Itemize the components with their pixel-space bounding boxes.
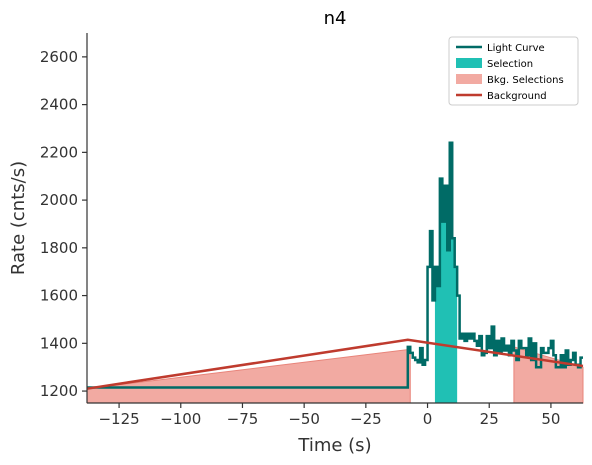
legend-bkg-selections-swatch	[456, 74, 482, 84]
y-axis-label: Rate (cnts/s)	[8, 161, 29, 275]
y-tick-label: 2400	[40, 96, 78, 114]
legend-light-curve-label: Light Curve	[487, 43, 545, 54]
light-curve-line	[87, 141, 583, 389]
x-axis-ticks: −125 −100 −75 −50 −25 0 25 50	[98, 403, 560, 428]
y-tick-label: 1600	[40, 287, 78, 305]
y-tick-label: 1800	[40, 239, 78, 257]
legend-background-label: Background	[487, 91, 547, 102]
legend-bkg-selections-label: Bkg. Selections	[487, 75, 564, 86]
background-layer	[86, 338, 584, 390]
y-tick-label: 2600	[40, 48, 78, 66]
y-tick-label: 2200	[40, 143, 78, 161]
chart-title: n4	[324, 8, 347, 29]
y-tick-label: 1400	[40, 334, 78, 352]
x-tick-label: −75	[227, 410, 259, 428]
legend-selection-label: Selection	[487, 59, 533, 70]
y-tick-label: 2000	[40, 191, 78, 209]
plot-area	[86, 141, 584, 404]
x-tick-label: −100	[160, 410, 201, 428]
light-curve-layer	[87, 141, 583, 389]
y-axis-ticks: 1200 1400 1600 1800 2000 2200 2400 2600	[40, 48, 87, 400]
legend: Light Curve Selection Bkg. Selections Backg…	[448, 36, 579, 106]
x-axis-label: Time (s)	[297, 435, 371, 456]
x-tick-label: 50	[541, 410, 560, 428]
x-tick-label: 25	[480, 410, 499, 428]
x-tick-label: −50	[288, 410, 320, 428]
x-tick-label: −125	[98, 410, 139, 428]
x-tick-label: −25	[350, 410, 382, 428]
bkg-selection-area-1	[86, 348, 411, 404]
legend-selection-swatch	[456, 58, 482, 68]
legend-frame	[448, 36, 579, 106]
x-tick-label: 0	[423, 410, 433, 428]
y-tick-label: 1200	[40, 382, 78, 400]
background-line	[86, 338, 584, 390]
